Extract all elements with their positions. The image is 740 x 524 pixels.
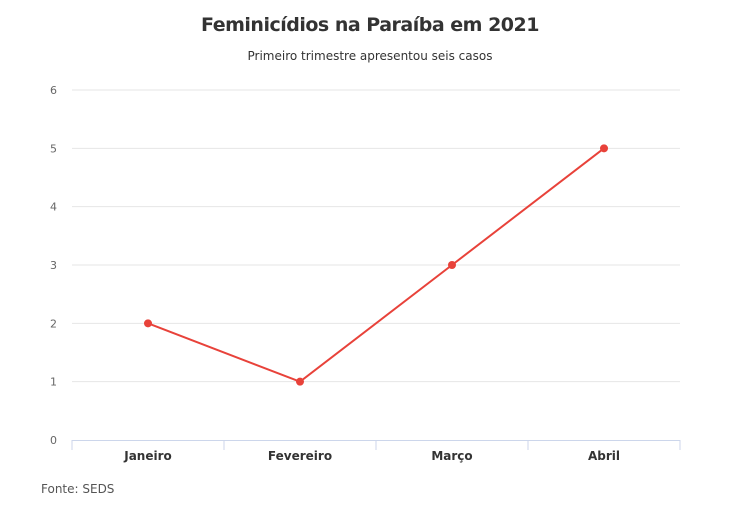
series-line bbox=[147, 147, 605, 383]
x-tick-label: Fevereiro bbox=[268, 449, 332, 463]
data-point bbox=[296, 377, 304, 386]
y-tick-label: 1 bbox=[50, 376, 57, 389]
y-tick-label: 6 bbox=[50, 84, 57, 97]
x-tick-label: Janeiro bbox=[123, 449, 172, 463]
chart-title: Feminicídios na Paraíba em 2021 bbox=[201, 14, 539, 36]
y-tick-label: 5 bbox=[50, 142, 57, 155]
y-tick-label: 2 bbox=[50, 317, 57, 330]
y-tick-label: 4 bbox=[50, 201, 57, 214]
data-point bbox=[448, 261, 456, 269]
source-note: Fonte: SEDS bbox=[41, 482, 115, 496]
data-point bbox=[144, 319, 152, 328]
y-tick-label: 0 bbox=[50, 434, 57, 447]
y-tick-label: 3 bbox=[50, 259, 57, 272]
data-point bbox=[600, 144, 608, 153]
chart-subtitle: Primeiro trimestre apresentou seis casos bbox=[247, 49, 493, 63]
x-tick-label: Abril bbox=[588, 449, 620, 463]
x-tick-label: Março bbox=[431, 449, 472, 463]
